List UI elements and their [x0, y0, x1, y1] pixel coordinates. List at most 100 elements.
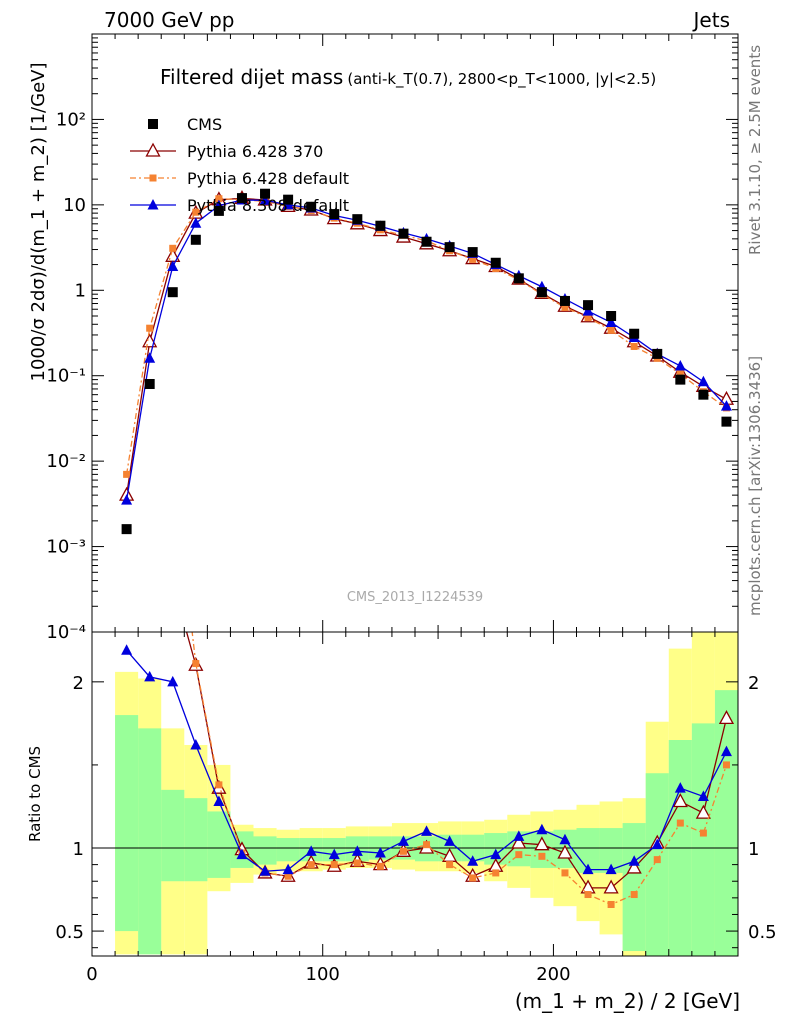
point-cms: [559, 295, 570, 306]
legend-entry-pythia-6-428-370: Pythia 6.428 370: [130, 142, 323, 161]
y-tick-label: 10⁻²: [46, 451, 86, 472]
point-cms: [536, 287, 547, 298]
ratio-point-pythia-6-428-default: [215, 781, 223, 789]
band-inner: [507, 831, 531, 867]
ratio-series-pythia-8-308-default: [121, 644, 732, 876]
ratio-point-pythia-6-428-default: [492, 869, 500, 877]
ratio-point-pythia-6-428-370: [120, 343, 133, 355]
ratio-point-pythia-6-428-370: [718, 710, 735, 725]
ratio-point-pythia-6-428-default: [376, 862, 384, 870]
point-cms: [421, 236, 432, 247]
point-cms: [375, 220, 386, 231]
point-pythia-8-308-default: [259, 194, 271, 205]
x-tick-label: 0: [86, 964, 97, 985]
ratio-point-pythia-8-308-default: [213, 795, 225, 806]
legend-marker: [148, 119, 158, 129]
point-cms: [167, 287, 178, 298]
legend-marker: [147, 199, 159, 210]
point-pythia-8-308-default: [121, 494, 133, 505]
ratio-point-pythia-6-428-370: [557, 844, 573, 859]
legend-label: Pythia 6.428 default: [187, 169, 349, 188]
point-cms: [260, 188, 271, 199]
x-tick-label: 200: [536, 964, 570, 985]
point-pythia-6-428-default: [584, 314, 592, 322]
ratio-point-pythia-8-308-default: [144, 670, 156, 682]
point-pythia-8-308-default: [190, 217, 202, 228]
ratio-point-pythia-6-428-default: [423, 841, 431, 849]
ratio-point-pythia-8-308-default: [305, 845, 317, 856]
point-cms: [606, 311, 617, 322]
band-inner: [253, 836, 277, 865]
main-distribution-panel: 10⁻⁴ 10⁻³ 10⁻² 10⁻¹ 1 10 10² Filtered dijet ma…: [28, 33, 739, 643]
legend-entry-pythia-8-308-default: Pythia 8.308 default: [130, 196, 349, 215]
point-cms: [236, 193, 247, 204]
ratio-point-pythia-8-308-default: [444, 835, 456, 846]
ratio-point-pythia-8-308-default: [559, 833, 571, 845]
band-inner: [645, 773, 669, 956]
point-cms: [698, 389, 709, 400]
point-cms: [583, 300, 594, 311]
ratio-y-tick-label-right: 0.5: [748, 922, 777, 943]
ratio-point-pythia-8-308-default: [582, 863, 594, 875]
ratio-point-pythia-6-428-default: [146, 280, 153, 287]
y-tick-label: 10⁻⁴: [46, 622, 86, 643]
ratio-point-pythia-8-308-default: [605, 863, 617, 875]
point-pythia-6-428-default: [676, 370, 684, 378]
ratio-y-tick-label: 1: [73, 839, 84, 860]
y-tick-label: 10⁻³: [46, 537, 86, 558]
y-tick-label: 10⁻¹: [46, 366, 86, 387]
point-cms: [513, 273, 524, 284]
point-pythia-6-428-default: [630, 342, 638, 350]
ratio-point-pythia-8-308-default: [397, 835, 409, 846]
ratio-point-pythia-6-428-default: [469, 874, 477, 882]
ratio-point-pythia-6-428-370: [143, 475, 156, 487]
x-axis-label: (m_1 + m_2) / 2 [GeV]: [515, 989, 740, 1013]
band-inner: [115, 715, 139, 932]
ratio-point-pythia-8-308-default: [351, 845, 363, 856]
series-cms: [121, 188, 732, 535]
header-right: Jets: [692, 8, 730, 32]
rivet-label: Rivet 3.1.10, ≥ 2.5M events: [746, 45, 764, 255]
ratio-point-pythia-6-428-370: [695, 804, 711, 819]
point-pythia-6-428-default: [169, 244, 177, 252]
point-cms: [652, 348, 663, 359]
y-tick-label: 10²: [56, 109, 86, 130]
ratio-point-pythia-6-428-default: [330, 861, 338, 869]
band-inner: [207, 811, 231, 878]
ratio-point-pythia-6-428-370: [672, 793, 688, 808]
point-pythia-8-308-default: [674, 359, 686, 371]
ratio-point-pythia-8-308-default: [328, 848, 340, 860]
legend-entry-pythia-6-428-default: Pythia 6.428 default: [130, 169, 349, 188]
ratio-point-pythia-8-308-default: [282, 863, 294, 875]
point-pythia-6-428-default: [146, 324, 154, 332]
chart-title: Filtered dijet mass (anti-k_T(0.7), 2800<…: [160, 65, 656, 89]
ratio-y-tick-label: 2: [73, 673, 84, 694]
band-inner: [622, 823, 646, 952]
legend-label: Pythia 8.308 default: [187, 196, 349, 215]
point-cms: [675, 374, 686, 385]
y-axis-label: 1000/σ 2dσ)/d(m_1 + m_2) [1/GeV]: [28, 63, 49, 382]
ratio-point-pythia-8-308-default: [167, 675, 179, 687]
ratio-point-pythia-8-308-default: [697, 790, 709, 801]
ratio-y-tick-label-right: 1: [748, 839, 759, 860]
point-pythia-8-308-default: [144, 352, 156, 363]
band-inner: [161, 789, 185, 882]
ratio-point-pythia-8-308-default: [628, 855, 640, 866]
band-inner: [138, 728, 162, 955]
ratio-point-pythia-8-308-default: [236, 848, 248, 860]
ratio-point-pythia-8-308-default: [490, 848, 502, 860]
watermark: CMS_2013_I1224539: [347, 590, 483, 605]
ratio-series-pythia-6-428-default: [146, 280, 730, 908]
y-tick-label: 1: [75, 280, 86, 301]
ratio-point-pythia-6-428-default: [538, 852, 546, 860]
ratio-point-pythia-6-428-default: [399, 847, 407, 855]
y-tick-label: 10: [63, 195, 86, 216]
ratio-point-pythia-6-428-370: [534, 836, 550, 851]
point-cms: [467, 247, 478, 258]
point-pythia-6-428-default: [561, 303, 569, 311]
ratio-point-pythia-6-428-default: [584, 891, 592, 899]
x-tick-label: 100: [306, 964, 340, 985]
ratio-point-pythia-6-428-default: [353, 859, 361, 867]
point-cms: [144, 378, 155, 389]
ratio-point-pythia-8-308-default: [467, 855, 479, 866]
